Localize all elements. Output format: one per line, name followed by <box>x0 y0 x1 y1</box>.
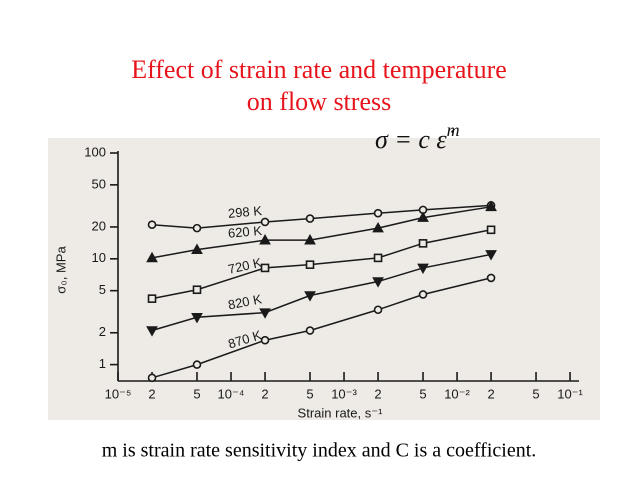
marker <box>418 290 428 299</box>
x-tick-label: 10⁻⁵ <box>105 386 132 401</box>
marker <box>485 200 497 212</box>
marker <box>372 221 384 233</box>
marker <box>146 326 158 337</box>
marker <box>192 360 202 369</box>
series-label: 720 K <box>227 255 264 277</box>
x-tick-label: 10⁻³ <box>331 386 357 401</box>
x-tick-label: 2 <box>148 386 155 401</box>
formula-exponent: m <box>447 120 460 140</box>
y-tick-label: 2 <box>99 324 106 339</box>
series-label: 820 K <box>227 291 264 312</box>
marker <box>373 208 383 218</box>
marker <box>417 263 429 275</box>
scan-background <box>48 138 600 420</box>
marker <box>192 223 202 233</box>
marker <box>259 234 271 245</box>
marker <box>147 373 157 383</box>
x-tick-label: 10⁻¹ <box>557 386 583 401</box>
formula: σ = c ε̇m <box>375 120 460 154</box>
marker <box>305 326 315 335</box>
x-tick-label: 5 <box>532 386 539 401</box>
y-axis-label: σ₀, MPa <box>53 246 68 294</box>
marker <box>485 250 497 261</box>
x-tick-label: 5 <box>193 386 200 401</box>
y-tick-label: 10 <box>92 250 106 265</box>
marker <box>417 211 429 222</box>
title-line: Effect of strain rate and temperature <box>131 55 507 84</box>
marker <box>191 312 203 324</box>
marker <box>260 217 270 227</box>
marker <box>373 253 383 263</box>
marker <box>191 243 203 254</box>
formula-base: σ = c ε̇ <box>375 125 455 154</box>
x-tick-label: 2 <box>487 386 494 401</box>
marker <box>146 251 158 263</box>
x-tick-label: 2 <box>261 386 268 401</box>
marker <box>259 308 271 319</box>
y-tick-label: 5 <box>99 282 106 297</box>
marker <box>260 263 270 273</box>
marker <box>192 285 202 295</box>
y-tick-label: 1 <box>99 356 106 371</box>
series-label: 620 K <box>227 223 262 241</box>
title-line: on flow stress <box>247 87 391 116</box>
marker <box>147 294 157 303</box>
marker <box>486 273 496 283</box>
x-tick-label: 10⁻⁴ <box>218 386 245 401</box>
y-tick-label: 100 <box>84 144 106 159</box>
marker <box>305 260 315 269</box>
y-tick-label: 50 <box>92 176 106 191</box>
marker <box>260 335 270 345</box>
series-label: 298 K <box>227 203 262 221</box>
marker <box>372 277 384 288</box>
marker <box>147 220 157 230</box>
marker <box>304 234 316 245</box>
marker <box>418 239 428 248</box>
x-axis-label: Strain rate, s⁻¹ <box>298 405 384 420</box>
x-tick-label: 10⁻² <box>444 386 470 401</box>
x-tick-label: 2 <box>374 386 381 401</box>
marker <box>486 225 496 235</box>
x-tick-label: 5 <box>419 386 426 401</box>
x-tick-label: 5 <box>306 386 313 401</box>
marker <box>304 291 316 302</box>
marker <box>305 214 315 223</box>
caption: m is strain rate sensitivity index and C… <box>102 440 537 462</box>
marker <box>373 305 383 315</box>
y-tick-label: 20 <box>92 218 106 233</box>
